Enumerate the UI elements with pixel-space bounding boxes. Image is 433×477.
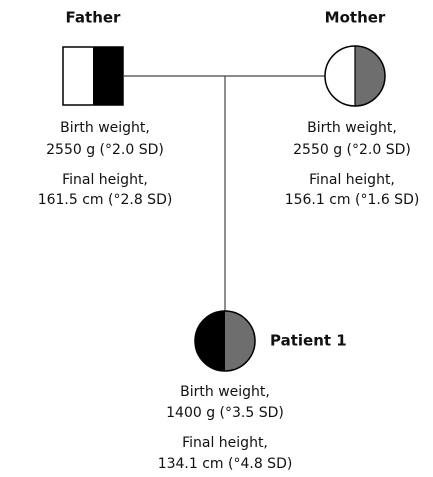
node-detail: 161.5 cm (°2.8 SD): [38, 192, 173, 208]
mother-symbol: [324, 45, 386, 107]
node-detail: Birth weight,: [60, 120, 150, 136]
node-detail: Final height,: [182, 435, 268, 451]
node-detail: Final height,: [62, 172, 148, 188]
node-detail: Final height,: [309, 172, 395, 188]
patient-symbol: [194, 310, 256, 372]
node-label: Patient 1: [270, 332, 347, 350]
node-detail: 1400 g (°3.5 SD): [166, 405, 284, 421]
father-symbol: [62, 46, 124, 106]
node-label: Mother: [325, 9, 386, 27]
node-detail: Birth weight,: [180, 384, 270, 400]
node-label: Father: [66, 9, 122, 27]
node-detail: 134.1 cm (°4.8 SD): [158, 456, 293, 472]
node-detail: 2550 g (°2.0 SD): [293, 142, 411, 158]
node-detail: 2550 g (°2.0 SD): [46, 142, 164, 158]
node-detail: 156.1 cm (°1.6 SD): [285, 192, 420, 208]
node-detail: Birth weight,: [307, 120, 397, 136]
